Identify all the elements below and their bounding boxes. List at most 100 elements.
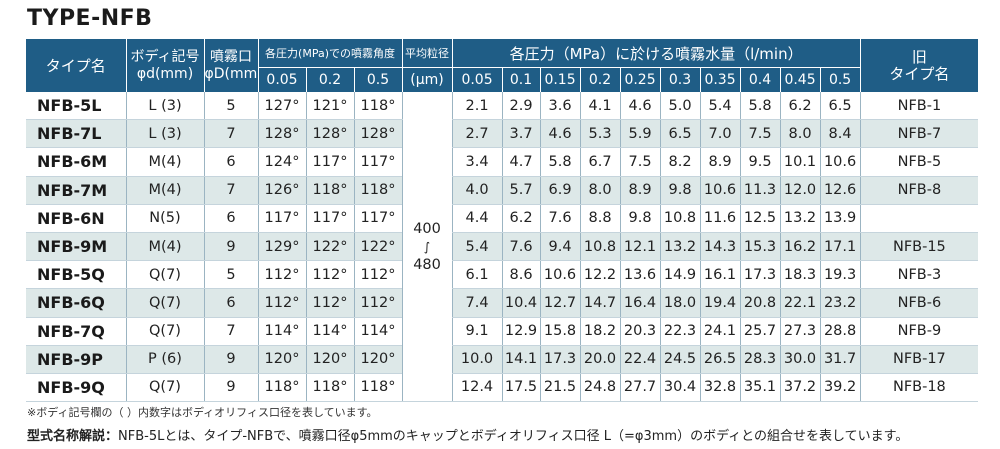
flow-cell: 7.5 xyxy=(619,147,661,177)
flow-cell: 16.1 xyxy=(699,260,741,290)
body-symbol-cell: Q(7) xyxy=(125,260,204,290)
flow-cell: 39.2 xyxy=(819,373,861,403)
flow-cell: 14.1 xyxy=(501,345,541,374)
flow-cell: 4.6 xyxy=(539,119,581,149)
flow-cell: 14.7 xyxy=(579,288,621,318)
type-name-cell: NFB-7L xyxy=(26,119,126,149)
header-angle-pressure: 0.5 xyxy=(353,67,403,92)
body-symbol-cell: Q(7) xyxy=(125,373,204,403)
header-avg-particle-unit: (μm) xyxy=(401,67,453,92)
angle-cell: 126° xyxy=(257,176,306,205)
flow-cell: 2.9 xyxy=(501,92,541,121)
angle-cell: 120° xyxy=(353,345,403,374)
flow-cell: 28.8 xyxy=(819,317,861,346)
spray-port-cell: 9 xyxy=(203,345,258,374)
header-flow-pressure: 0.05 xyxy=(451,67,503,92)
flow-cell: 13.2 xyxy=(659,232,701,262)
avg-particle-size-top: 400 xyxy=(413,220,441,237)
spray-port-cell: 5 xyxy=(203,92,258,121)
footnote: ※ボディ記号欄の（ ）内数字はボディオリフィス口径を表しています。 xyxy=(27,406,378,419)
flow-cell: 30.4 xyxy=(659,373,701,403)
flow-cell: 3.6 xyxy=(539,92,581,121)
old-type-cell: NFB-6 xyxy=(859,288,979,318)
angle-cell: 112° xyxy=(353,260,403,290)
angle-cell: 118° xyxy=(353,176,403,205)
table-row: NFB-9M M(4) 9 129° 122° 122° 5.4 7.6 9.4 10.8 12.1… xyxy=(26,232,979,262)
flow-cell: 12.5 xyxy=(739,204,781,233)
header-old-type-line2: タイプ名 xyxy=(889,64,950,83)
angle-cell: 129° xyxy=(257,232,306,262)
avg-particle-size-bottom: 480 xyxy=(413,256,441,273)
spray-port-cell: 9 xyxy=(203,373,258,403)
table-row: NFB-6M M(4) 6 124° 117° 117° 3.4 4.7 5.8 6.7 7.5 8.… xyxy=(26,147,979,177)
header-flow-group: 各圧力（MPa）に於ける噴霧水量（l/min） xyxy=(451,38,861,68)
flow-cell: 12.9 xyxy=(501,317,541,346)
header-flow-pressure: 0.35 xyxy=(699,67,741,92)
type-name-cell: NFB-6M xyxy=(26,147,126,177)
header-spray-port-label: 噴霧口 xyxy=(210,48,252,65)
header-angle-group: 各圧力(MPa)での噴霧角度 xyxy=(257,38,403,68)
flow-cell: 18.0 xyxy=(659,288,701,318)
flow-cell: 5.4 xyxy=(451,232,503,262)
flow-cell: 25.7 xyxy=(739,317,781,346)
flow-cell: 9.5 xyxy=(739,147,781,177)
header-flow-pressure: 0.2 xyxy=(579,67,621,92)
flow-cell: 13.2 xyxy=(779,204,821,233)
table-row: NFB-9Q Q(7) 9 118° 118° 118° 12.4 17.5 21.5 24.8 2… xyxy=(26,373,979,403)
flow-cell: 5.8 xyxy=(739,92,781,121)
flow-cell: 6.5 xyxy=(659,119,701,149)
angle-cell: 122° xyxy=(305,232,354,262)
table-row: NFB-5L L (3) 5 127° 121° 118° 400 ∫ 480 2.1 2.9 3.6… xyxy=(26,92,979,403)
angle-cell: 127° xyxy=(257,92,306,121)
flow-cell: 23.2 xyxy=(819,288,861,318)
old-type-cell: NFB-8 xyxy=(859,176,979,205)
avg-particle-size-cell: 400 ∫ 480 xyxy=(401,92,453,403)
header-flow-pressure: 0.25 xyxy=(619,67,661,92)
angle-cell: 112° xyxy=(305,260,354,290)
spray-port-cell: 6 xyxy=(203,204,258,233)
header-angle-pressure: 0.2 xyxy=(305,67,354,92)
flow-cell: 4.7 xyxy=(501,147,541,177)
flow-cell: 3.4 xyxy=(451,147,503,177)
type-name-cell: NFB-9M xyxy=(26,232,126,262)
header-body-symbol-label: ボディ記号 xyxy=(130,48,200,65)
flow-cell: 20.8 xyxy=(739,288,781,318)
angle-cell: 112° xyxy=(257,288,306,318)
angle-cell: 121° xyxy=(305,92,354,121)
body-symbol-cell: P (6) xyxy=(125,345,204,374)
flow-cell: 27.7 xyxy=(619,373,661,403)
header-avg-particle: 平均粒径 xyxy=(401,38,453,68)
type-name-cell: NFB-7M xyxy=(26,176,126,205)
flow-cell: 2.1 xyxy=(451,92,503,121)
body-symbol-cell: M(4) xyxy=(125,232,204,262)
flow-cell: 4.6 xyxy=(619,92,661,121)
angle-cell: 112° xyxy=(305,288,354,318)
table-body: NFB-5L L (3) 5 127° 121° 118° 400 ∫ 480 2.1 2.9 3.6… xyxy=(26,92,979,403)
angle-cell: 117° xyxy=(305,204,354,233)
flow-cell: 14.3 xyxy=(699,232,741,262)
body-symbol-cell: Q(7) xyxy=(125,288,204,318)
old-type-cell: NFB-1 xyxy=(859,92,979,121)
angle-cell: 122° xyxy=(353,232,403,262)
angle-cell: 112° xyxy=(257,260,306,290)
flow-cell: 8.8 xyxy=(579,204,621,233)
flow-cell: 19.3 xyxy=(819,260,861,290)
flow-cell: 6.7 xyxy=(579,147,621,177)
header-old-type: 旧 タイプ名 xyxy=(859,38,979,92)
flow-cell: 12.2 xyxy=(579,260,621,290)
flow-cell: 17.1 xyxy=(819,232,861,262)
angle-cell: 114° xyxy=(305,317,354,346)
description-label: 型式名称解説： xyxy=(27,429,119,444)
angle-cell: 118° xyxy=(257,373,306,403)
flow-cell: 10.1 xyxy=(779,147,821,177)
header-angle-pressure: 0.05 xyxy=(257,67,306,92)
table-row: NFB-7L L (3) 7 128° 128° 128° 2.7 3.7 4.6 5.3 5.9 6… xyxy=(26,119,979,149)
header-flow-pressure: 0.15 xyxy=(539,67,581,92)
body-symbol-cell: L (3) xyxy=(125,119,204,149)
flow-cell: 11.3 xyxy=(739,176,781,205)
flow-cell: 10.6 xyxy=(819,147,861,177)
flow-cell: 8.0 xyxy=(579,176,621,205)
spray-port-cell: 9 xyxy=(203,232,258,262)
flow-cell: 8.6 xyxy=(501,260,541,290)
body-symbol-cell: N(5) xyxy=(125,204,204,233)
